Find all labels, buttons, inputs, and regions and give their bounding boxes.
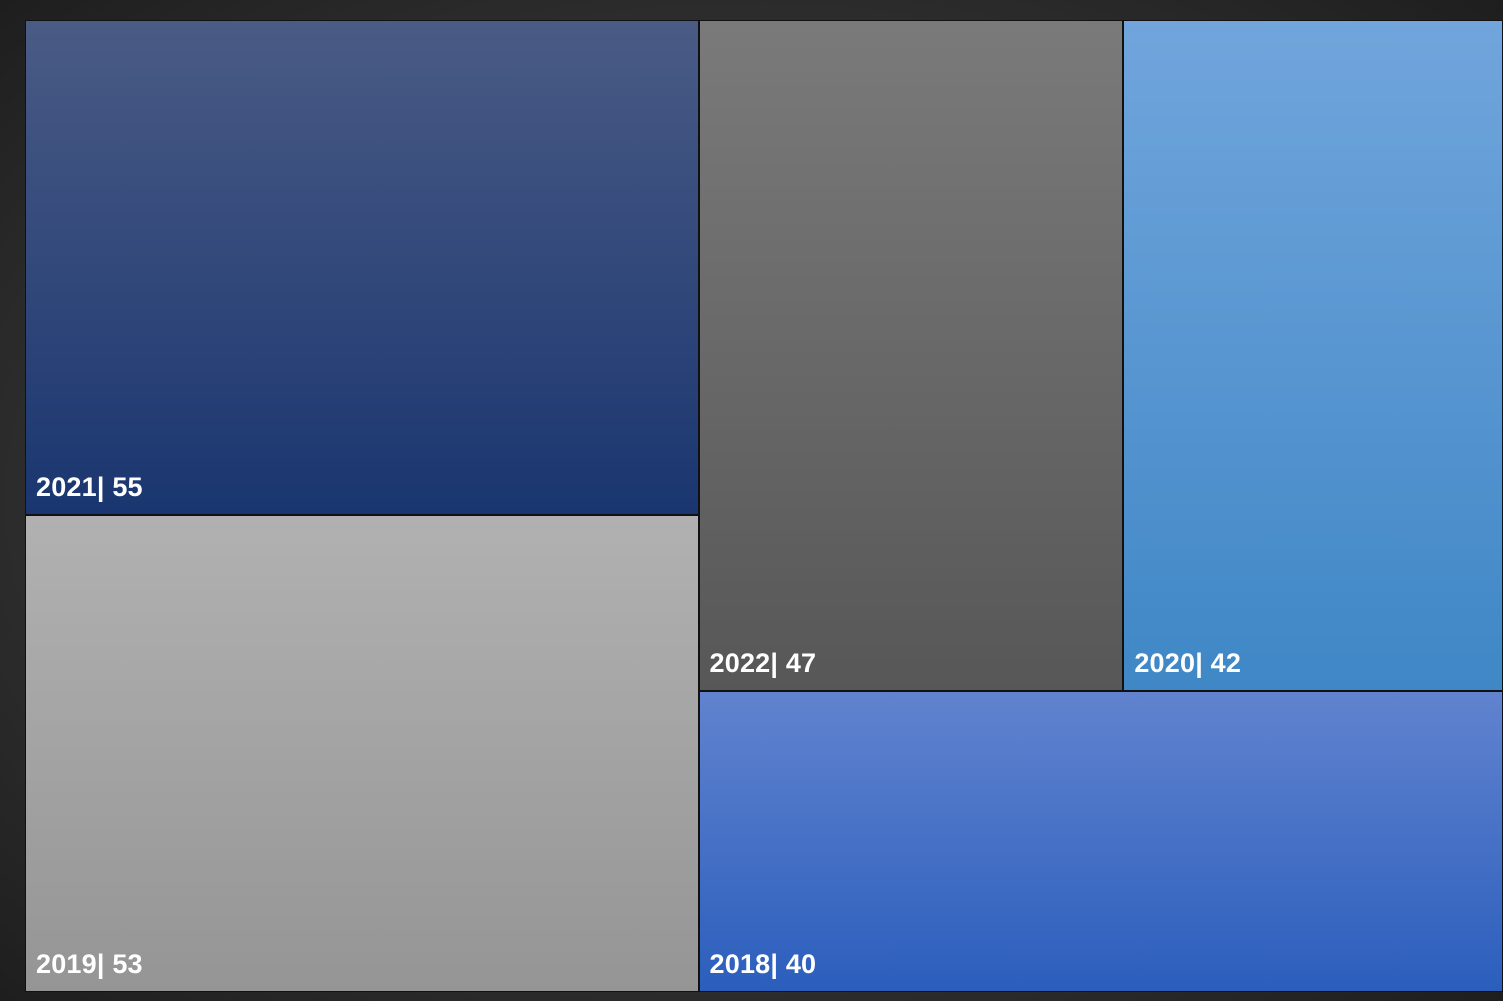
tile-label-2021: 2021| 55 <box>36 474 143 501</box>
treemap-tile-2022: 2022| 47 <box>699 20 1124 691</box>
tile-label-2020: 2020| 42 <box>1134 650 1241 677</box>
treemap-tile-2020: 2020| 42 <box>1123 20 1503 691</box>
tile-label-2019: 2019| 53 <box>36 951 143 978</box>
treemap-tile-2019: 2019| 53 <box>25 515 699 992</box>
treemap-tile-2021: 2021| 55 <box>25 20 699 515</box>
tile-label-2022: 2022| 47 <box>710 650 817 677</box>
treemap-tile-2018: 2018| 40 <box>699 691 1503 992</box>
treemap-chart: 2021| 55 2019| 53 2022| 47 2020| 42 2018| 40 <box>25 20 1503 992</box>
tile-label-2018: 2018| 40 <box>710 951 817 978</box>
